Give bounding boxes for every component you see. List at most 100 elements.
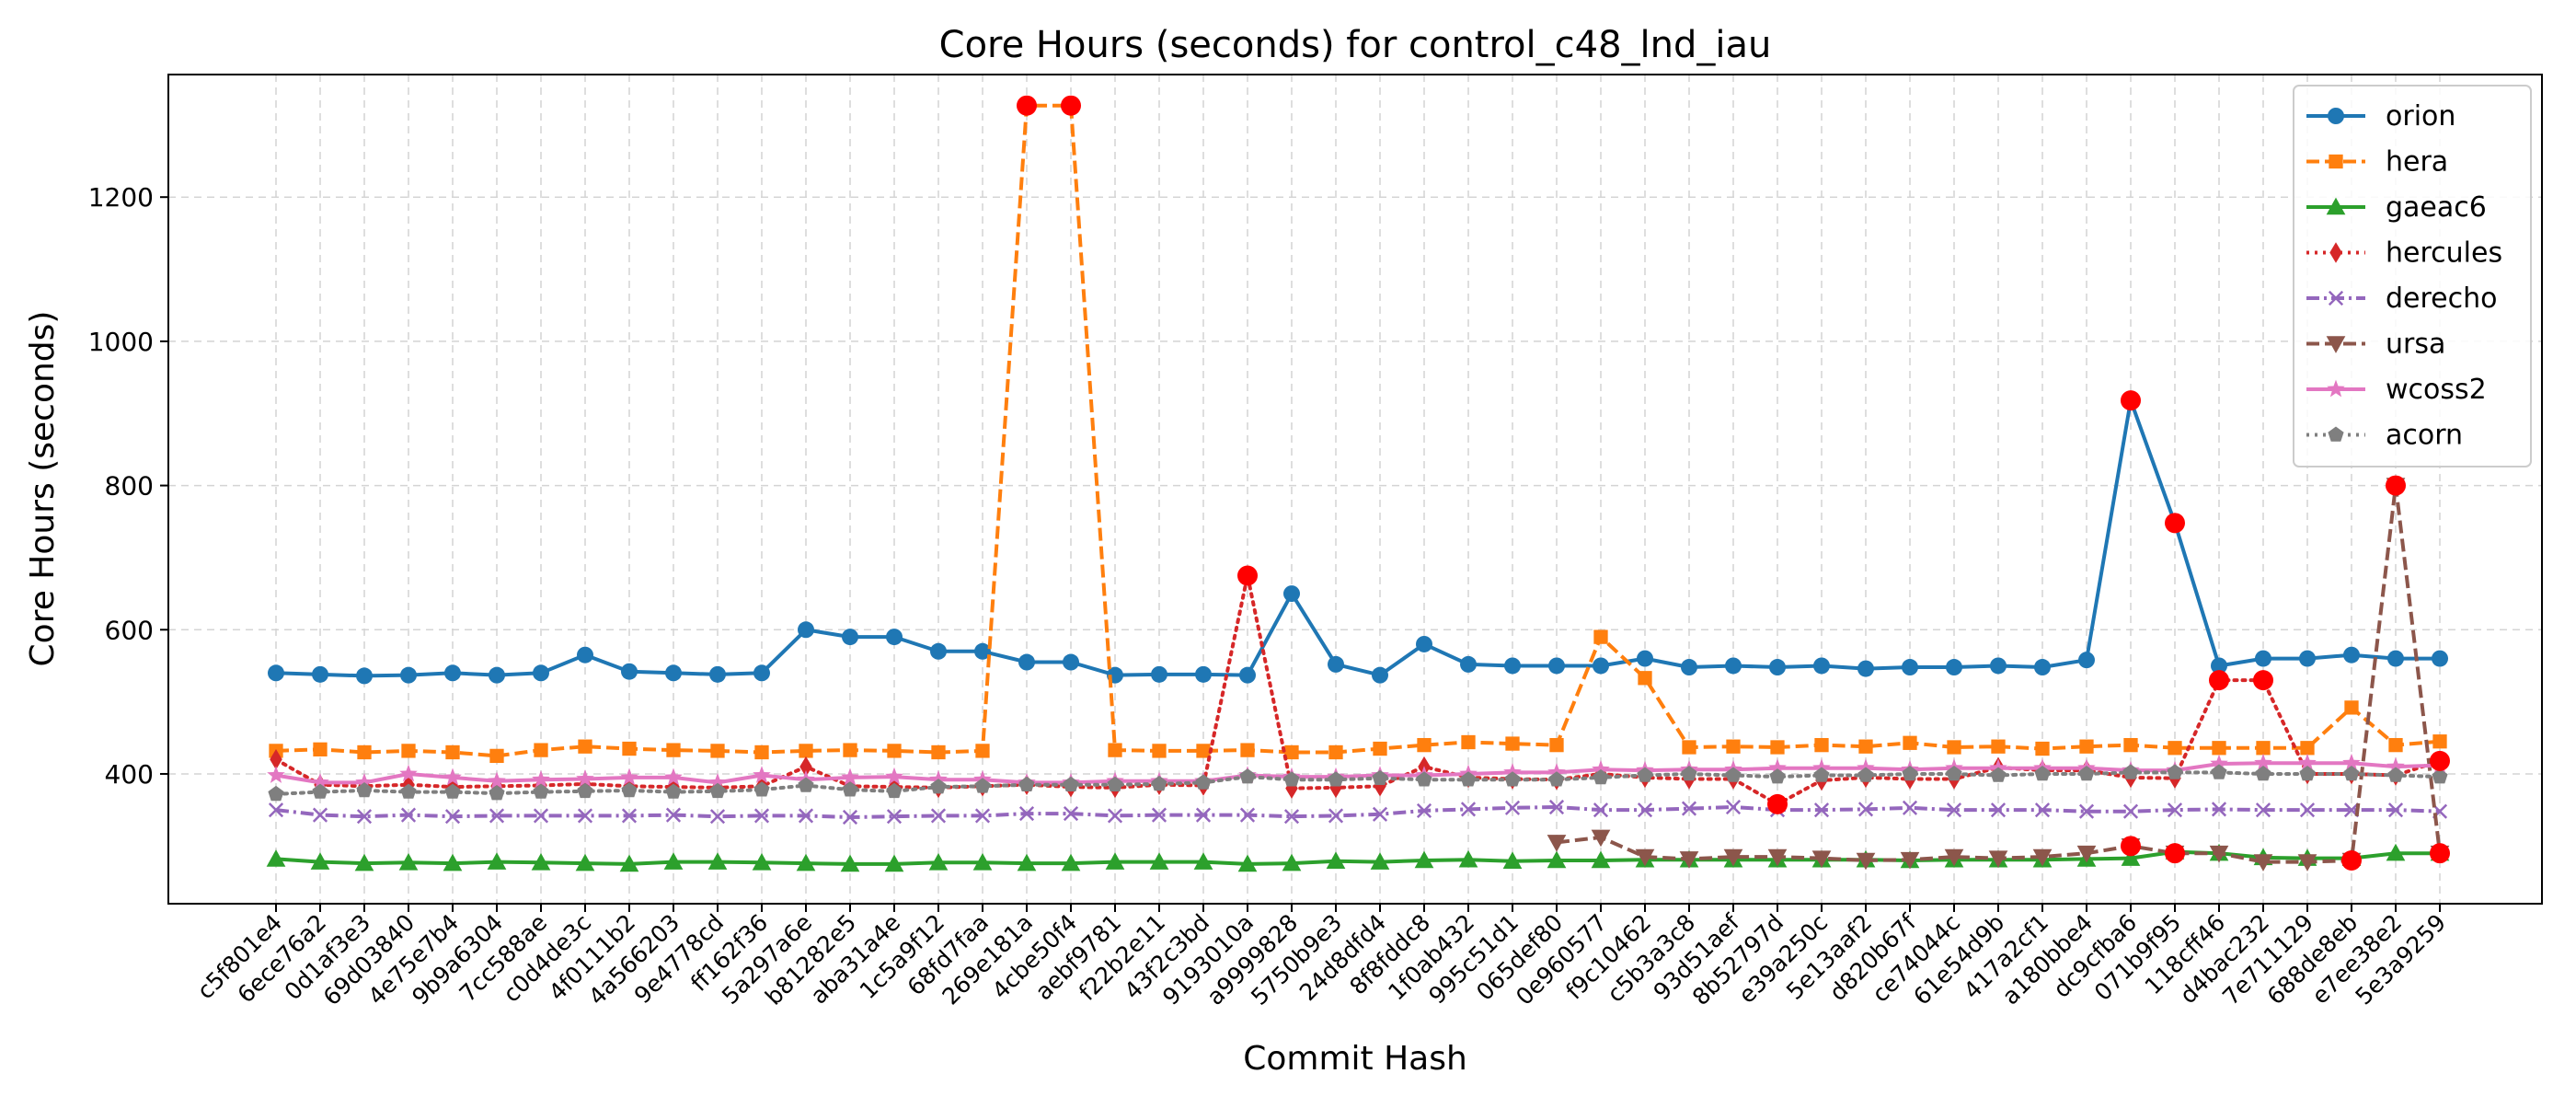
data-point — [488, 771, 506, 790]
data-point — [1107, 776, 1123, 791]
data-point — [621, 808, 638, 824]
data-point — [356, 782, 373, 798]
data-point — [268, 664, 284, 682]
series-line-orion — [275, 398, 2440, 678]
data-point — [1593, 629, 1608, 644]
legend-box — [2293, 85, 2532, 467]
data-point — [753, 766, 771, 783]
data-point — [443, 853, 463, 871]
data-point — [2211, 764, 2227, 779]
data-point — [399, 764, 418, 782]
data-point — [1151, 665, 1167, 683]
data-point — [2034, 766, 2051, 781]
data-point — [2255, 802, 2271, 818]
data-point — [1326, 851, 1346, 870]
data-point — [708, 773, 727, 791]
data-point — [1900, 851, 1920, 870]
data-point — [1548, 771, 1565, 787]
data-point — [1681, 659, 1697, 676]
data-point — [2255, 766, 2271, 781]
data-point — [312, 783, 328, 799]
data-point — [268, 785, 284, 802]
data-point — [1018, 653, 1035, 671]
data-point — [1193, 852, 1213, 870]
x-axis: c5f801e46ece76a20d1af3e369d038404e75e7b4… — [192, 904, 2451, 1010]
data-point — [2210, 754, 2228, 772]
data-point — [1769, 659, 1786, 676]
data-point — [1947, 740, 1961, 755]
data-point — [1857, 802, 1874, 817]
data-point — [2344, 700, 2359, 715]
data-point — [1946, 802, 1962, 818]
data-point — [577, 782, 593, 799]
legend-label: acorn — [2386, 420, 2463, 452]
data-point — [400, 666, 417, 684]
data-point — [268, 802, 284, 818]
data-point — [1856, 852, 1876, 871]
data-point — [840, 854, 860, 872]
data-point — [663, 852, 684, 870]
data-point — [1593, 768, 1609, 785]
data-point — [1946, 766, 1962, 781]
data-point — [621, 782, 638, 798]
data-point — [665, 664, 682, 682]
data-point — [1592, 759, 1610, 778]
data-point — [1504, 800, 1521, 815]
outlier-point — [2209, 670, 2229, 691]
data-point — [444, 664, 461, 682]
outlier-point — [1767, 793, 1788, 814]
legend-label: hera — [2386, 146, 2448, 179]
data-point — [666, 743, 681, 757]
data-point — [2386, 756, 2405, 775]
data-point — [1416, 771, 1432, 787]
data-point — [2388, 737, 2403, 753]
data-point — [1902, 800, 1918, 815]
data-point — [798, 808, 814, 824]
series-orion — [268, 392, 2448, 685]
data-point — [2326, 197, 2346, 215]
data-point — [1591, 829, 1611, 848]
data-point — [533, 783, 549, 799]
data-point — [1635, 848, 1655, 867]
data-point — [1151, 775, 1167, 791]
data-point — [1283, 771, 1300, 787]
data-point — [1149, 852, 1169, 870]
data-point — [619, 854, 639, 872]
data-point — [1903, 735, 1917, 750]
data-point — [2329, 242, 2342, 263]
data-point — [1549, 737, 1564, 753]
data-point — [798, 621, 814, 639]
data-point — [709, 809, 726, 825]
data-point — [355, 773, 374, 791]
y-tick-label: 600 — [105, 615, 154, 645]
data-point — [1107, 808, 1123, 824]
data-point — [578, 739, 592, 754]
legend-label: orion — [2386, 100, 2455, 133]
data-point — [928, 852, 949, 871]
data-point — [1991, 739, 2006, 754]
y-tick-label: 1200 — [88, 182, 154, 213]
series-line-hercules — [274, 573, 2442, 806]
series-line-hera — [275, 103, 2441, 758]
data-point — [1504, 657, 1521, 675]
data-point — [1638, 671, 1652, 686]
data-point — [575, 853, 595, 871]
data-point — [1726, 739, 1741, 754]
data-point — [1547, 850, 1567, 869]
data-point — [1458, 849, 1478, 868]
y-axis: 400 600 800 1000 1200 — [88, 182, 168, 790]
data-point — [1725, 799, 1742, 815]
data-point — [1283, 809, 1300, 825]
data-point — [1682, 740, 1696, 755]
series-line-gaeac6 — [275, 849, 2440, 866]
data-point — [972, 852, 993, 871]
outlier-point — [2121, 390, 2141, 411]
outlier-point — [1061, 95, 1081, 116]
data-point — [1548, 799, 1565, 815]
data-point — [2122, 803, 2139, 819]
data-point — [2211, 657, 2227, 675]
data-point — [1505, 736, 1520, 751]
data-point — [1328, 744, 1343, 760]
y-tick-label: 800 — [105, 471, 154, 502]
data-point — [1240, 743, 1255, 757]
